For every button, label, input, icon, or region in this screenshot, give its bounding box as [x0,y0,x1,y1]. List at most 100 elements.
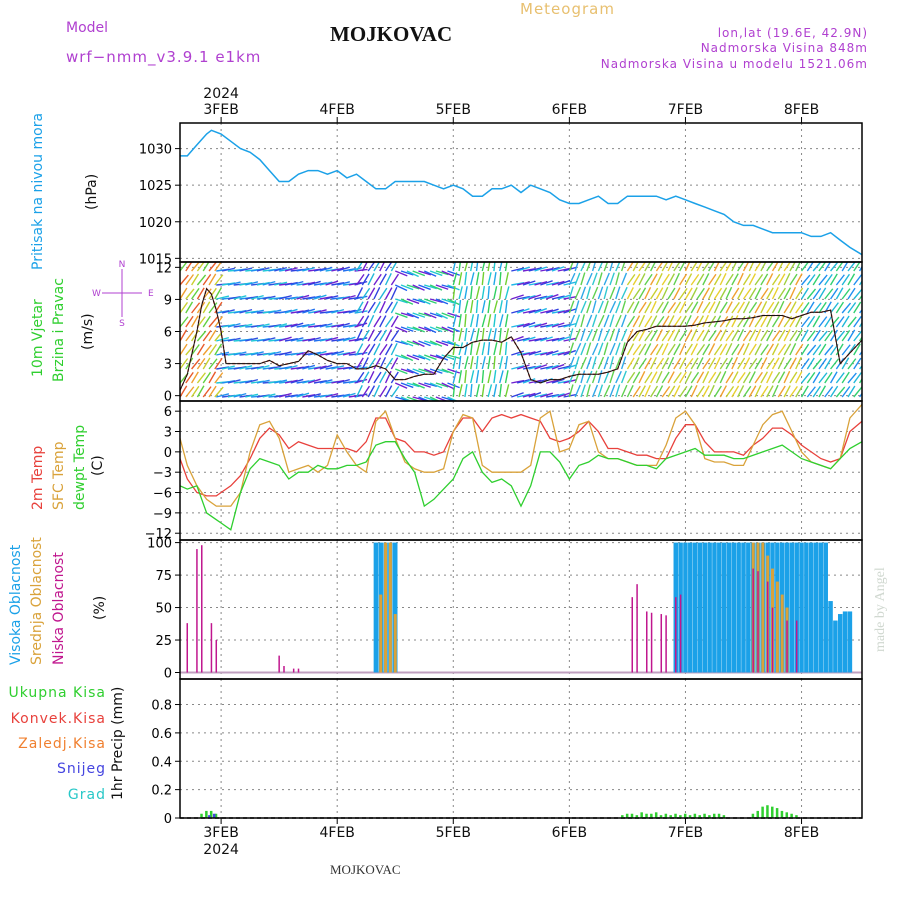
wind-arrow [319,281,333,286]
wind-arrow [511,365,525,370]
wind-arrow [731,371,739,384]
wind-arrow [795,262,801,272]
wind-arrow [742,273,751,286]
wind-arrow [708,273,717,286]
wind-arrow [406,284,420,290]
cloud-high-bar [804,542,809,673]
wind-arrow [395,312,408,319]
cloud-high-bar [712,542,717,673]
cloud-high-bar [818,542,824,673]
wind-arrow [557,309,571,314]
wind-arrow [580,314,586,328]
wind-arrow [667,356,675,370]
wind-arrow [708,262,715,272]
wind-arrow [348,281,362,286]
wind-arrow [493,370,497,384]
wind-arrow [196,287,205,300]
wind-arrow [214,372,224,384]
cloud-mid-bar [388,542,392,673]
wind-arrow [528,364,542,370]
wind-arrow [180,274,189,286]
wind-arrow [493,272,497,286]
wind-arrow [650,315,658,328]
cloud-low-bar [210,623,213,673]
wind-arrow [690,287,698,300]
wind-arrow [487,285,490,300]
wind-arrow [202,301,211,314]
wind-arrow [367,301,376,314]
wind-arrow [227,322,241,328]
wind-arrow [731,385,740,398]
wind-arrow [812,302,822,314]
wind-arrow [737,371,746,384]
precip-snijeg-label: Snijeg [56,761,106,777]
wind-arrow [319,322,333,328]
cloud-high-bar [823,542,828,673]
cloud-high-bar [392,542,398,673]
wind-arrow [447,382,460,389]
wind-arrow [591,286,599,300]
wind-arrow [632,385,641,398]
wind-arrow [504,272,509,286]
wind-arrow [400,312,414,318]
precip-total-bar [200,813,203,818]
wind-arrow [708,384,715,398]
wind-arrow [452,383,456,398]
wind-arrow [441,340,455,346]
wind-arrow [487,328,492,342]
wind-arrow [754,287,762,300]
wind-arrow [841,273,851,286]
wind-arrow [586,272,593,286]
wind-arrow [196,343,205,356]
wind-arrow [853,315,862,328]
wind-arrow [638,343,647,356]
wind-arrow [534,378,548,384]
wind-arrow [649,300,657,314]
wind-arrow [644,343,652,356]
cloud-high-bar [813,542,819,673]
y-tick-label: 9 [164,293,172,308]
pressure-line [180,129,863,256]
wind-arrow [487,272,492,286]
wind-arrow [853,330,862,342]
wind-arrow [337,393,351,398]
precip-total-bar [625,813,629,818]
day-label-top: 3FEB [203,102,238,118]
wind-arrow [447,368,461,374]
wind-arrow [557,392,571,398]
wind-arrow [806,357,815,370]
wind-arrow [191,358,201,370]
wind-arrow [274,323,288,328]
wind-arrow [493,300,498,314]
wind-arrow [673,357,682,370]
cloud-high-bar [688,542,693,673]
wind-arrow [841,357,850,370]
precip-total-bar [785,812,789,818]
wind-arrow [452,314,457,328]
wind-arrow [551,351,565,356]
wind-arrow [638,314,646,328]
wind-arrow [307,378,321,384]
wind-arrow [395,354,408,360]
wind-arrow [737,343,745,356]
precip-ukupna-label: Ukupna Kisa [8,685,106,701]
wind-arrow [245,295,259,300]
wind-arrow [574,300,580,314]
wind-arrow [719,343,728,356]
precip-total-bar [214,813,218,818]
wind-arrow [284,323,298,328]
wind-arrow [268,365,282,370]
location-title: MOJKOVAC [330,22,453,46]
wind-arrow [367,314,375,328]
wind-arrow [284,364,298,370]
wind-arrow [609,262,614,272]
cloud-high-bar [828,601,833,673]
dewpoint-line [179,441,863,531]
wind-arrow [424,382,438,388]
wind-arrow [302,323,316,328]
wind-arrow [384,287,393,300]
wind-arrow [725,385,735,398]
wind-arrow [540,336,553,342]
wind-arrow [191,273,200,286]
wind-arrow [470,314,475,328]
